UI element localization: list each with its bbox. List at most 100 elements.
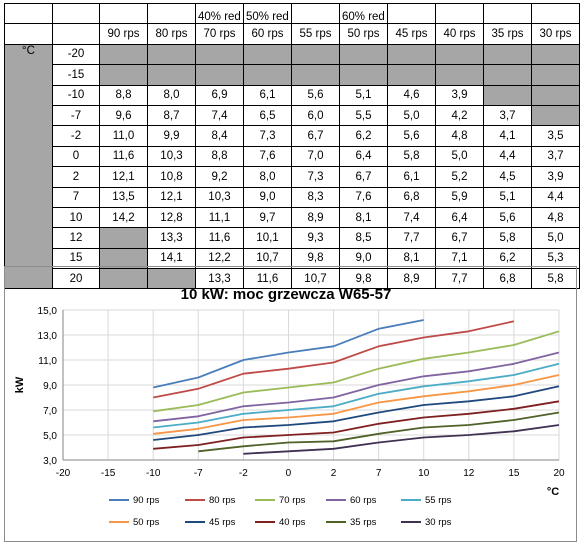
value-cell: 11,1 [195, 206, 244, 229]
header-top-cell [291, 2, 340, 25]
value-cell: 7,7 [387, 227, 436, 249]
header-top-cell [4, 2, 53, 25]
value-cell: 13,5 [99, 186, 148, 208]
x-tick-label: 7 [376, 468, 382, 479]
value-cell: 8,5 [339, 227, 388, 249]
series-line [153, 330, 560, 413]
value-cell: 13,3 [147, 227, 196, 249]
header-bottom-cell: 55 rps [291, 23, 340, 45]
x-tick-label: -10 [146, 468, 161, 479]
unit-cell [4, 166, 53, 188]
legend-label: 80 rps [209, 495, 236, 506]
temperature-cell: -2 [52, 125, 100, 147]
temperature-cell: 0 [52, 145, 100, 168]
value-cell: 11,6 [99, 145, 148, 168]
value-cell: 9,2 [195, 166, 244, 188]
y-tick-label: 5,0 [43, 431, 57, 442]
value-cell [339, 43, 388, 66]
unit-cell [4, 105, 53, 126]
table-row: -7 9,6 8,7 7,4 6,5 6,0 5,5 5,0 4,2 3,7 [4, 104, 580, 127]
temperature-cell: 7 [52, 186, 100, 208]
temperature-cell: 12 [52, 227, 100, 249]
header-bottom-cell [4, 23, 53, 45]
y-tick-label: 13,0 [38, 331, 58, 342]
value-cell: 6,7 [339, 166, 388, 188]
value-cell: 5,0 [531, 227, 580, 249]
value-cell: 8,3 [291, 186, 340, 208]
value-cell: 8,9 [387, 268, 436, 290]
value-cell: 8,0 [243, 166, 292, 188]
value-cell: 8,1 [339, 206, 388, 229]
value-cell [99, 64, 148, 86]
value-cell [435, 64, 484, 86]
header-bottom-cell: 45 rps [387, 23, 436, 45]
x-tick-label: -2 [239, 468, 248, 479]
value-cell: 4,4 [531, 186, 580, 208]
value-cell [99, 43, 148, 66]
x-tick-label: -7 [194, 468, 203, 479]
legend-label: 55 rps [425, 495, 452, 506]
legend-label: 70 rps [279, 495, 306, 506]
table-row: 12 13,3 11,6 10,1 9,3 8,5 7,7 6,7 5,8 5,0 [4, 227, 580, 249]
unit-cell [4, 268, 53, 290]
value-cell: 9,9 [147, 125, 196, 147]
value-cell: 3,9 [531, 166, 580, 188]
table-header-row: 40% red 50% red 60% red [4, 2, 580, 25]
temperature-cell: 2 [52, 166, 100, 188]
series-line [153, 362, 560, 429]
value-cell: 7,3 [291, 166, 340, 188]
temperature-cell: -20 [52, 43, 100, 66]
value-cell: 7,7 [435, 268, 484, 290]
value-cell: 5,1 [483, 186, 532, 208]
value-cell: 7,4 [387, 206, 436, 229]
unit-cell [4, 207, 53, 228]
value-cell: 7,4 [195, 104, 244, 127]
header-bottom-cell [52, 23, 100, 45]
x-tick-label: 12 [463, 468, 475, 479]
value-cell: 12,2 [195, 247, 244, 270]
y-tick-label: 9,0 [43, 381, 57, 392]
value-cell: 6,5 [243, 104, 292, 127]
value-cell: 10,7 [243, 247, 292, 270]
unit-cell [4, 85, 53, 106]
header-bottom-cell: 30 rps [531, 23, 580, 45]
heating-capacity-table: 40% red 50% red 60% red 90 rps 80 rps 70 rps 6… [4, 2, 580, 290]
value-cell [291, 64, 340, 86]
value-cell: 5,8 [387, 145, 436, 168]
value-cell: 5,8 [483, 227, 532, 249]
series-line [153, 400, 560, 450]
value-cell: 10,8 [147, 166, 196, 188]
legend-label: 30 rps [425, 517, 452, 528]
value-cell: 4,8 [435, 125, 484, 147]
value-cell: 9,6 [99, 104, 148, 127]
temperature-cell: -15 [52, 64, 100, 86]
x-tick-label: -15 [101, 468, 116, 479]
value-cell: 6,0 [291, 104, 340, 127]
value-cell: 10,3 [195, 186, 244, 208]
x-tick-label: -20 [56, 468, 71, 479]
legend-label: 50 rps [133, 517, 160, 528]
value-cell [483, 64, 532, 86]
value-cell: 7,6 [243, 145, 292, 168]
value-cell: 6,2 [339, 125, 388, 147]
value-cell [531, 84, 580, 106]
chart-title: 10 kW: moc grzewcza W65-57 [181, 286, 392, 303]
unit-cell [4, 146, 53, 167]
value-cell: 8,7 [147, 104, 196, 127]
value-cell: 12,1 [99, 166, 148, 188]
table-row: -10 8,8 8,0 6,9 6,1 5,6 5,1 4,6 3,9 [4, 84, 580, 106]
value-cell [483, 84, 532, 106]
value-cell: 3,5 [531, 125, 580, 147]
value-cell: 3,7 [483, 104, 532, 127]
value-cell [99, 268, 148, 290]
value-cell [387, 43, 436, 66]
unit-cell [4, 125, 53, 147]
table-row: -2 11,0 9,9 8,4 7,3 6,7 6,2 5,6 4,8 4,1 3,5 [4, 125, 580, 147]
x-tick-label: 20 [553, 468, 565, 479]
unit-cell: °C [4, 43, 53, 65]
value-cell [531, 43, 580, 66]
value-cell: 4,1 [483, 125, 532, 147]
legend-label: 90 rps [133, 495, 160, 506]
value-cell: 9,3 [291, 227, 340, 249]
value-cell: 5,3 [531, 247, 580, 270]
